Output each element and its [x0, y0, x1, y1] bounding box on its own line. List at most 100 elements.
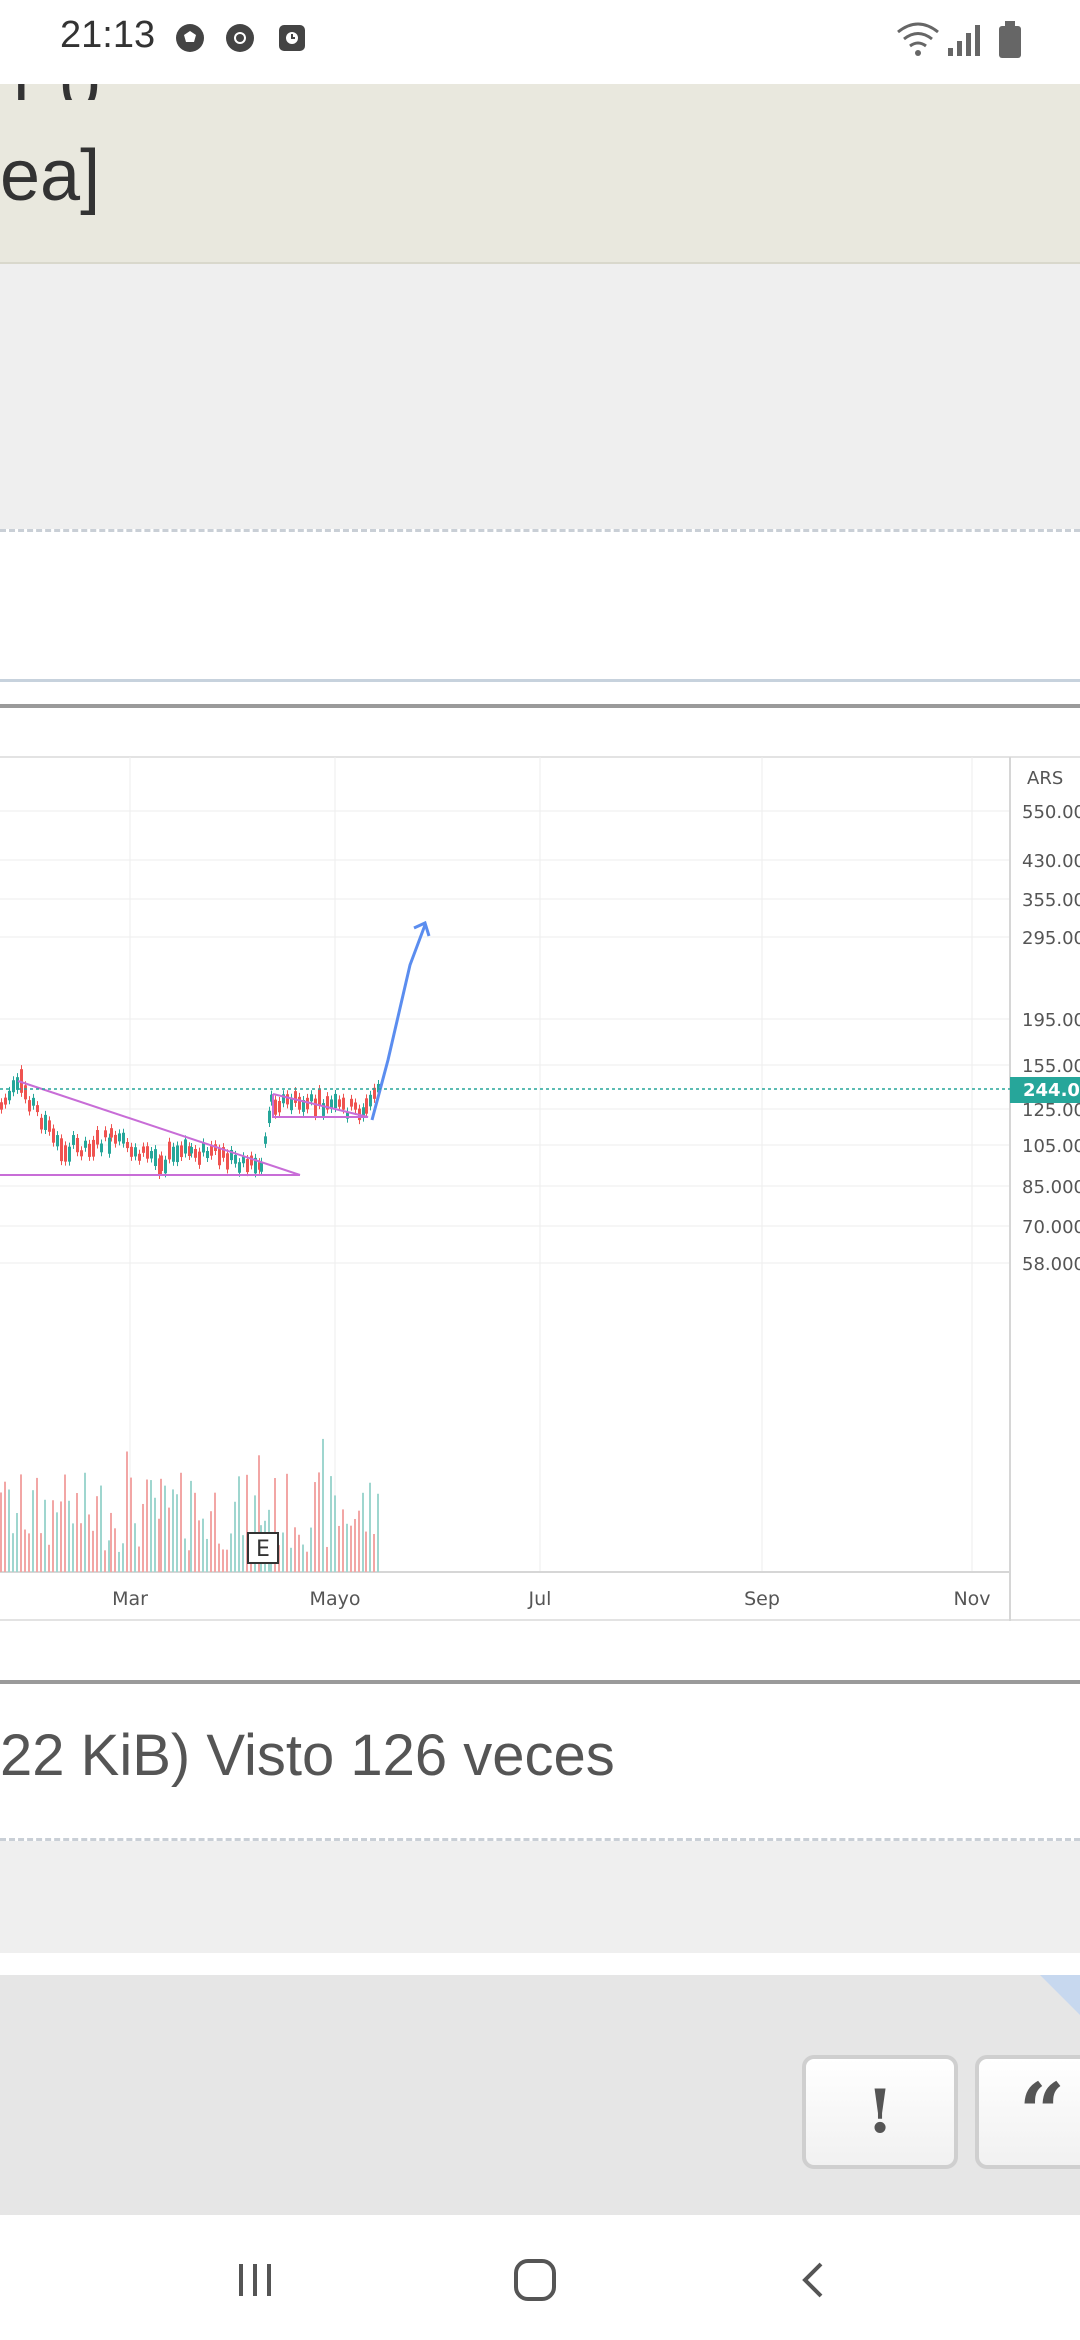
volume-bar: [20, 1474, 22, 1572]
y-tick-label: 550.00: [1022, 802, 1080, 823]
candle-body: [176, 1145, 179, 1163]
x-tick-label: Mar: [112, 1588, 148, 1610]
recent-apps-button[interactable]: [215, 2240, 295, 2320]
signal-icon: [948, 25, 980, 56]
volume-bar: [122, 1543, 124, 1572]
chart-image[interactable]: E ARS 550.00 430.00 355.00 295.00 195.00 155.…: [0, 755, 1080, 1621]
candle-body: [334, 1093, 337, 1109]
volume-bar: [180, 1472, 182, 1572]
candle-body: [88, 1143, 91, 1157]
volume-bar: [80, 1523, 82, 1572]
volume-bar: [242, 1535, 244, 1572]
volume-bar: [198, 1520, 200, 1572]
x-tick-label: Sep: [744, 1588, 780, 1610]
status-time: 21:13: [60, 14, 156, 56]
volume-bar: [258, 1455, 260, 1572]
y-tick-label: 105.00: [1022, 1136, 1080, 1157]
header-cut-text: 1.0 12: [0, 84, 200, 100]
volume-bar: [194, 1492, 196, 1572]
volume-bar: [138, 1546, 140, 1572]
volume-bar: [40, 1533, 42, 1572]
back-icon: [802, 2262, 823, 2298]
breakout-arrow: [370, 924, 427, 1121]
last-price-badge: [1010, 1077, 1080, 1103]
volume-bar: [160, 1478, 162, 1572]
candle-body: [154, 1149, 157, 1167]
volume-bar: [164, 1485, 166, 1572]
divider: [0, 679, 1080, 682]
volume-bar: [298, 1534, 300, 1572]
last-price-label: 244.00: [1023, 1080, 1080, 1101]
volume-bar: [365, 1531, 367, 1572]
candle-body: [130, 1146, 133, 1157]
candle-body: [194, 1148, 197, 1158]
candle-body: [40, 1117, 43, 1130]
x-tick-label: Mayo: [310, 1588, 361, 1610]
volume-bar: [373, 1534, 375, 1572]
volume-bar: [114, 1528, 116, 1572]
attachment-caption: 22 KiB) Visto 126 veces: [0, 1723, 615, 1788]
candle-body: [202, 1142, 205, 1153]
dashed-divider: [0, 1838, 1080, 1841]
candle-body: [96, 1130, 99, 1145]
candle-body: [122, 1132, 125, 1144]
volume-bar: [286, 1473, 288, 1572]
x-tick-label: Nov: [953, 1588, 990, 1610]
volume-bar: [184, 1538, 186, 1572]
candle-body: [138, 1153, 141, 1161]
candle-body: [274, 1099, 277, 1115]
navigation-bar: [0, 2215, 1080, 2340]
candle-body: [100, 1143, 103, 1153]
back-button[interactable]: [775, 2240, 855, 2320]
candle-body: [184, 1139, 187, 1154]
volume-bar: [302, 1544, 304, 1572]
corner-decoration: [1040, 1975, 1080, 2015]
candle-body: [118, 1133, 121, 1142]
volume-bar: [214, 1492, 216, 1572]
flag-shape: [272, 1093, 369, 1118]
volume-bar: [306, 1551, 308, 1572]
volume-bar: [56, 1512, 58, 1572]
battery-icon: [999, 21, 1021, 58]
content-panel: [0, 264, 1080, 529]
candle-body: [190, 1147, 193, 1154]
volume-bar: [134, 1523, 136, 1572]
volume-bar: [318, 1472, 320, 1572]
status-bar: 21:13: [0, 0, 1080, 84]
candle-body: [310, 1094, 313, 1102]
candle-body: [188, 1146, 191, 1156]
candle-body: [226, 1153, 229, 1170]
candle-body: [72, 1135, 75, 1145]
volume-bar: [246, 1474, 248, 1572]
volume-bar: [322, 1438, 324, 1572]
volume-bar: [358, 1510, 360, 1572]
volume-bar: [48, 1544, 50, 1572]
candle-body: [242, 1156, 245, 1164]
volume-bar: [334, 1495, 336, 1572]
home-button[interactable]: [495, 2240, 575, 2320]
x-tick-label: Jul: [528, 1588, 552, 1610]
volume-bar: [369, 1482, 371, 1572]
chrome-icon: [226, 24, 254, 52]
candle-body: [270, 1094, 273, 1102]
y-tick-label: 295.00: [1022, 928, 1080, 949]
volume-bar: [206, 1538, 208, 1572]
candle-body: [92, 1139, 95, 1157]
candle-body: [369, 1094, 372, 1107]
volume-bar: [68, 1500, 70, 1572]
candle-body: [4, 1097, 7, 1105]
report-button[interactable]: !: [802, 2055, 958, 2169]
candle-body: [52, 1128, 55, 1143]
event-marker: [247, 1532, 279, 1564]
candle-body: [12, 1080, 15, 1093]
volume-bar: [130, 1477, 132, 1572]
volume-bar: [234, 1501, 236, 1572]
quote-button[interactable]: “: [975, 2055, 1080, 2169]
candle-body: [362, 1107, 365, 1118]
volume-bar: [84, 1472, 86, 1572]
volume-bar: [96, 1496, 98, 1572]
volume-bar: [8, 1489, 10, 1572]
volume-bar: [76, 1493, 78, 1572]
candle-body: [250, 1155, 253, 1166]
candle-body: [114, 1134, 117, 1144]
